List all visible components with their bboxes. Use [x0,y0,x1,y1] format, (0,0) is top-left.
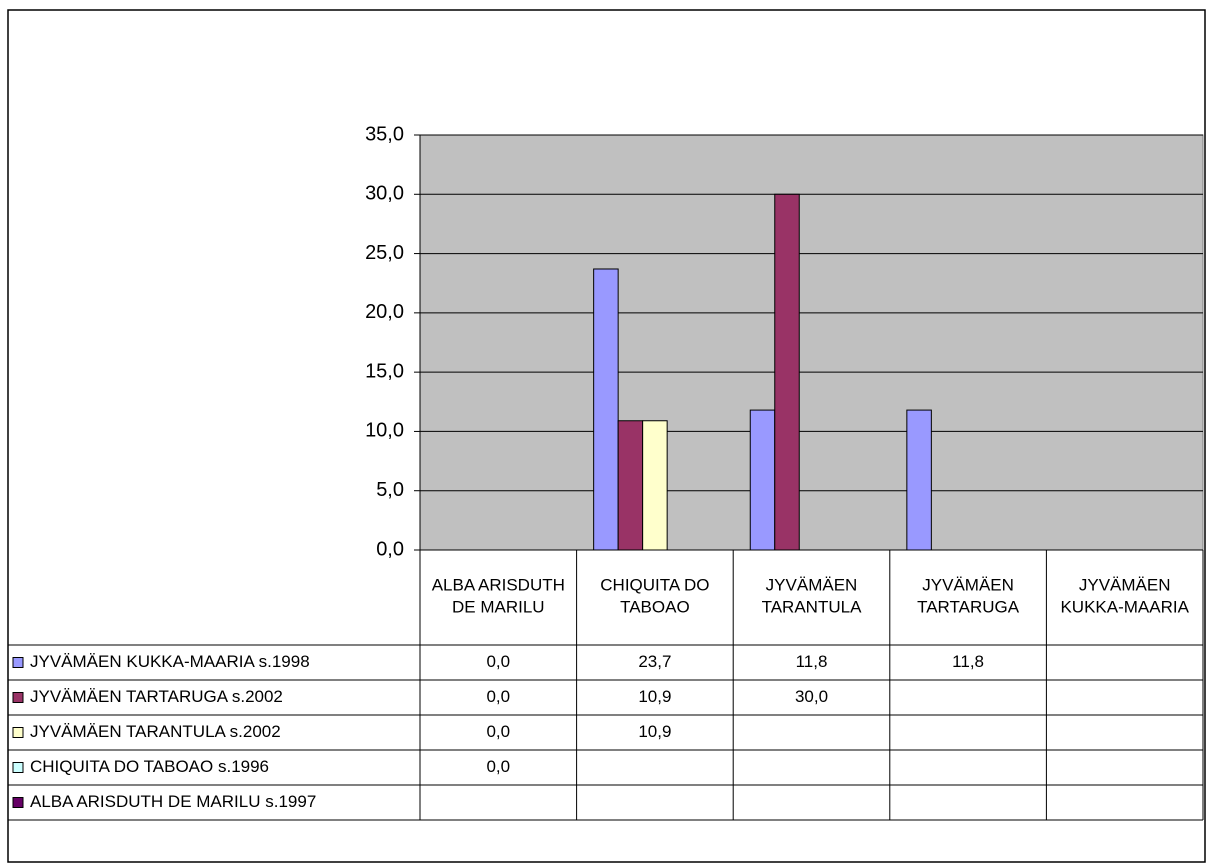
legend-label: JYVÄMÄEN KUKKA-MAARIA s.1998 [30,652,310,671]
table-value: 0,0 [486,687,510,706]
table-value: 11,8 [952,652,984,671]
x-tick-label: CHIQUITA DO TABOAO [600,576,709,617]
table-value: 11,8 [796,652,828,671]
table-value: 10,9 [638,722,671,741]
plot-area [419,134,1204,551]
x-tick-label: ALBA ARISDUTH DE MARILU [432,576,565,617]
y-tick-label: 20,0 [365,301,404,323]
legend-key [12,692,24,703]
x-tick-label: JYVÄMÄEN TARANTULA [762,576,862,617]
y-tick-label: 0,0 [376,538,404,560]
bar [642,420,668,551]
bar [617,420,644,551]
table-value: 0,0 [486,757,510,776]
x-tick-label: JYVÄMÄEN KUKKA-MAARIA [1060,576,1189,617]
bar [593,268,619,551]
y-tick-label: 15,0 [365,360,404,382]
bar [774,193,800,551]
table-value: 30,0 [795,687,828,706]
legend-label: JYVÄMÄEN TARTARUGA s.2002 [30,687,283,706]
legend-label: ALBA ARISDUTH DE MARILU s.1997 [30,792,316,811]
y-tick-label: 5,0 [376,479,404,501]
table-value: 10,9 [638,687,671,706]
legend-key [12,762,24,773]
legend-label: JYVÄMÄEN TARANTULA s.2002 [30,722,281,741]
bar [906,409,932,551]
legend-label: CHIQUITA DO TABOAO s.1996 [30,757,269,776]
table-value: 0,0 [486,722,510,741]
legend-key [12,657,24,668]
y-tick-label: 30,0 [365,183,404,205]
table-value: 0,0 [486,652,510,671]
bar [749,409,776,551]
legend-key [12,797,24,808]
table-value: 23,7 [638,652,671,671]
y-tick-label: 25,0 [365,242,404,264]
y-tick-label: 10,0 [365,420,404,442]
x-tick-label: JYVÄMÄEN TARTARUGA [917,576,1020,617]
legend-key [12,727,24,738]
y-tick-label: 35,0 [365,123,404,145]
